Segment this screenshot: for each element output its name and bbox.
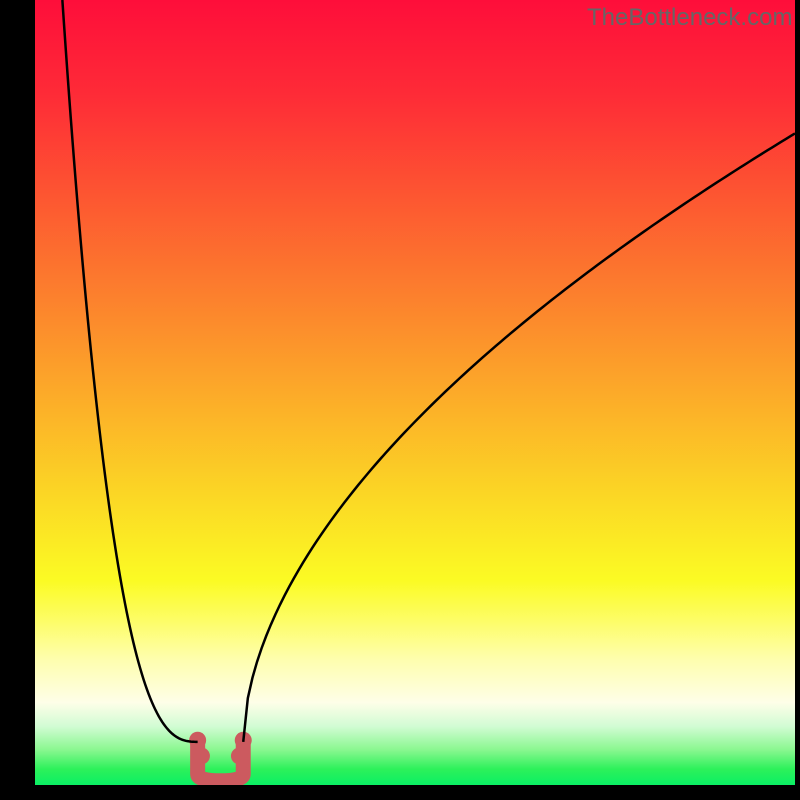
plot-area (35, 0, 795, 785)
valley-dot (189, 732, 206, 749)
chart-svg (35, 0, 795, 785)
valley-dot (193, 747, 210, 764)
chart-frame: TheBottleneck.com (0, 0, 800, 800)
watermark-text: TheBottleneck.com (587, 4, 792, 32)
gradient-background (35, 0, 795, 785)
valley-dot (231, 747, 248, 764)
